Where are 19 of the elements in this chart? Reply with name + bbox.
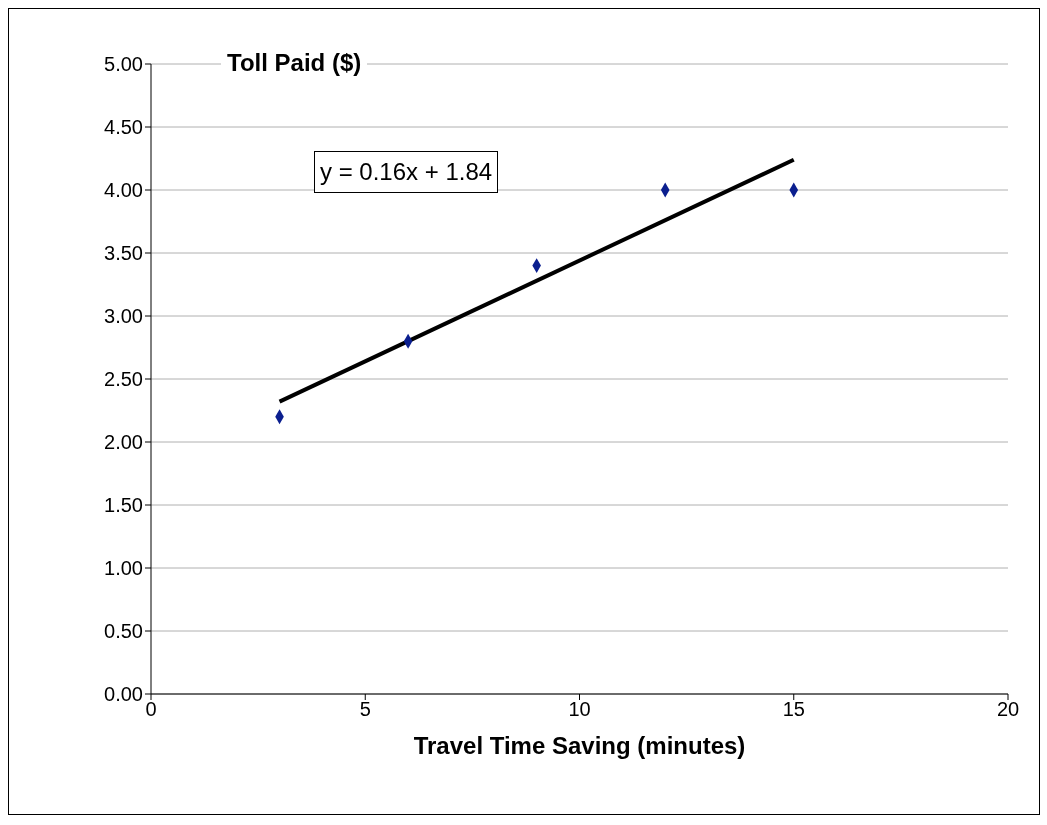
x-axis-title: Travel Time Saving (minutes) — [413, 732, 746, 759]
x-tick-label: 15 — [782, 698, 805, 721]
annotation: y = 0.16x + 1.84 — [314, 151, 499, 193]
y-tick-label: 3.00 — [104, 305, 143, 328]
y-tick-label: 0.50 — [104, 620, 143, 643]
y-tick-label: 3.50 — [104, 242, 143, 265]
x-tick-label: 20 — [996, 698, 1020, 721]
y-tick-label: 4.00 — [104, 179, 143, 202]
y-tick-label: 4.50 — [104, 116, 143, 139]
y-tick-label: 2.00 — [104, 431, 143, 454]
y-axis-title: Toll Paid ($) — [221, 49, 368, 77]
y-tick-label: 2.50 — [104, 368, 143, 391]
y-tick-label: 0.00 — [104, 683, 143, 706]
y-tick-label: 1.50 — [104, 494, 143, 517]
y-tick-label: 1.00 — [104, 557, 143, 580]
x-tick-label: 5 — [359, 698, 371, 721]
x-tick-label: 0 — [145, 698, 157, 721]
y-tick-label: 5.00 — [104, 53, 143, 76]
x-tick-label: 10 — [568, 698, 591, 721]
